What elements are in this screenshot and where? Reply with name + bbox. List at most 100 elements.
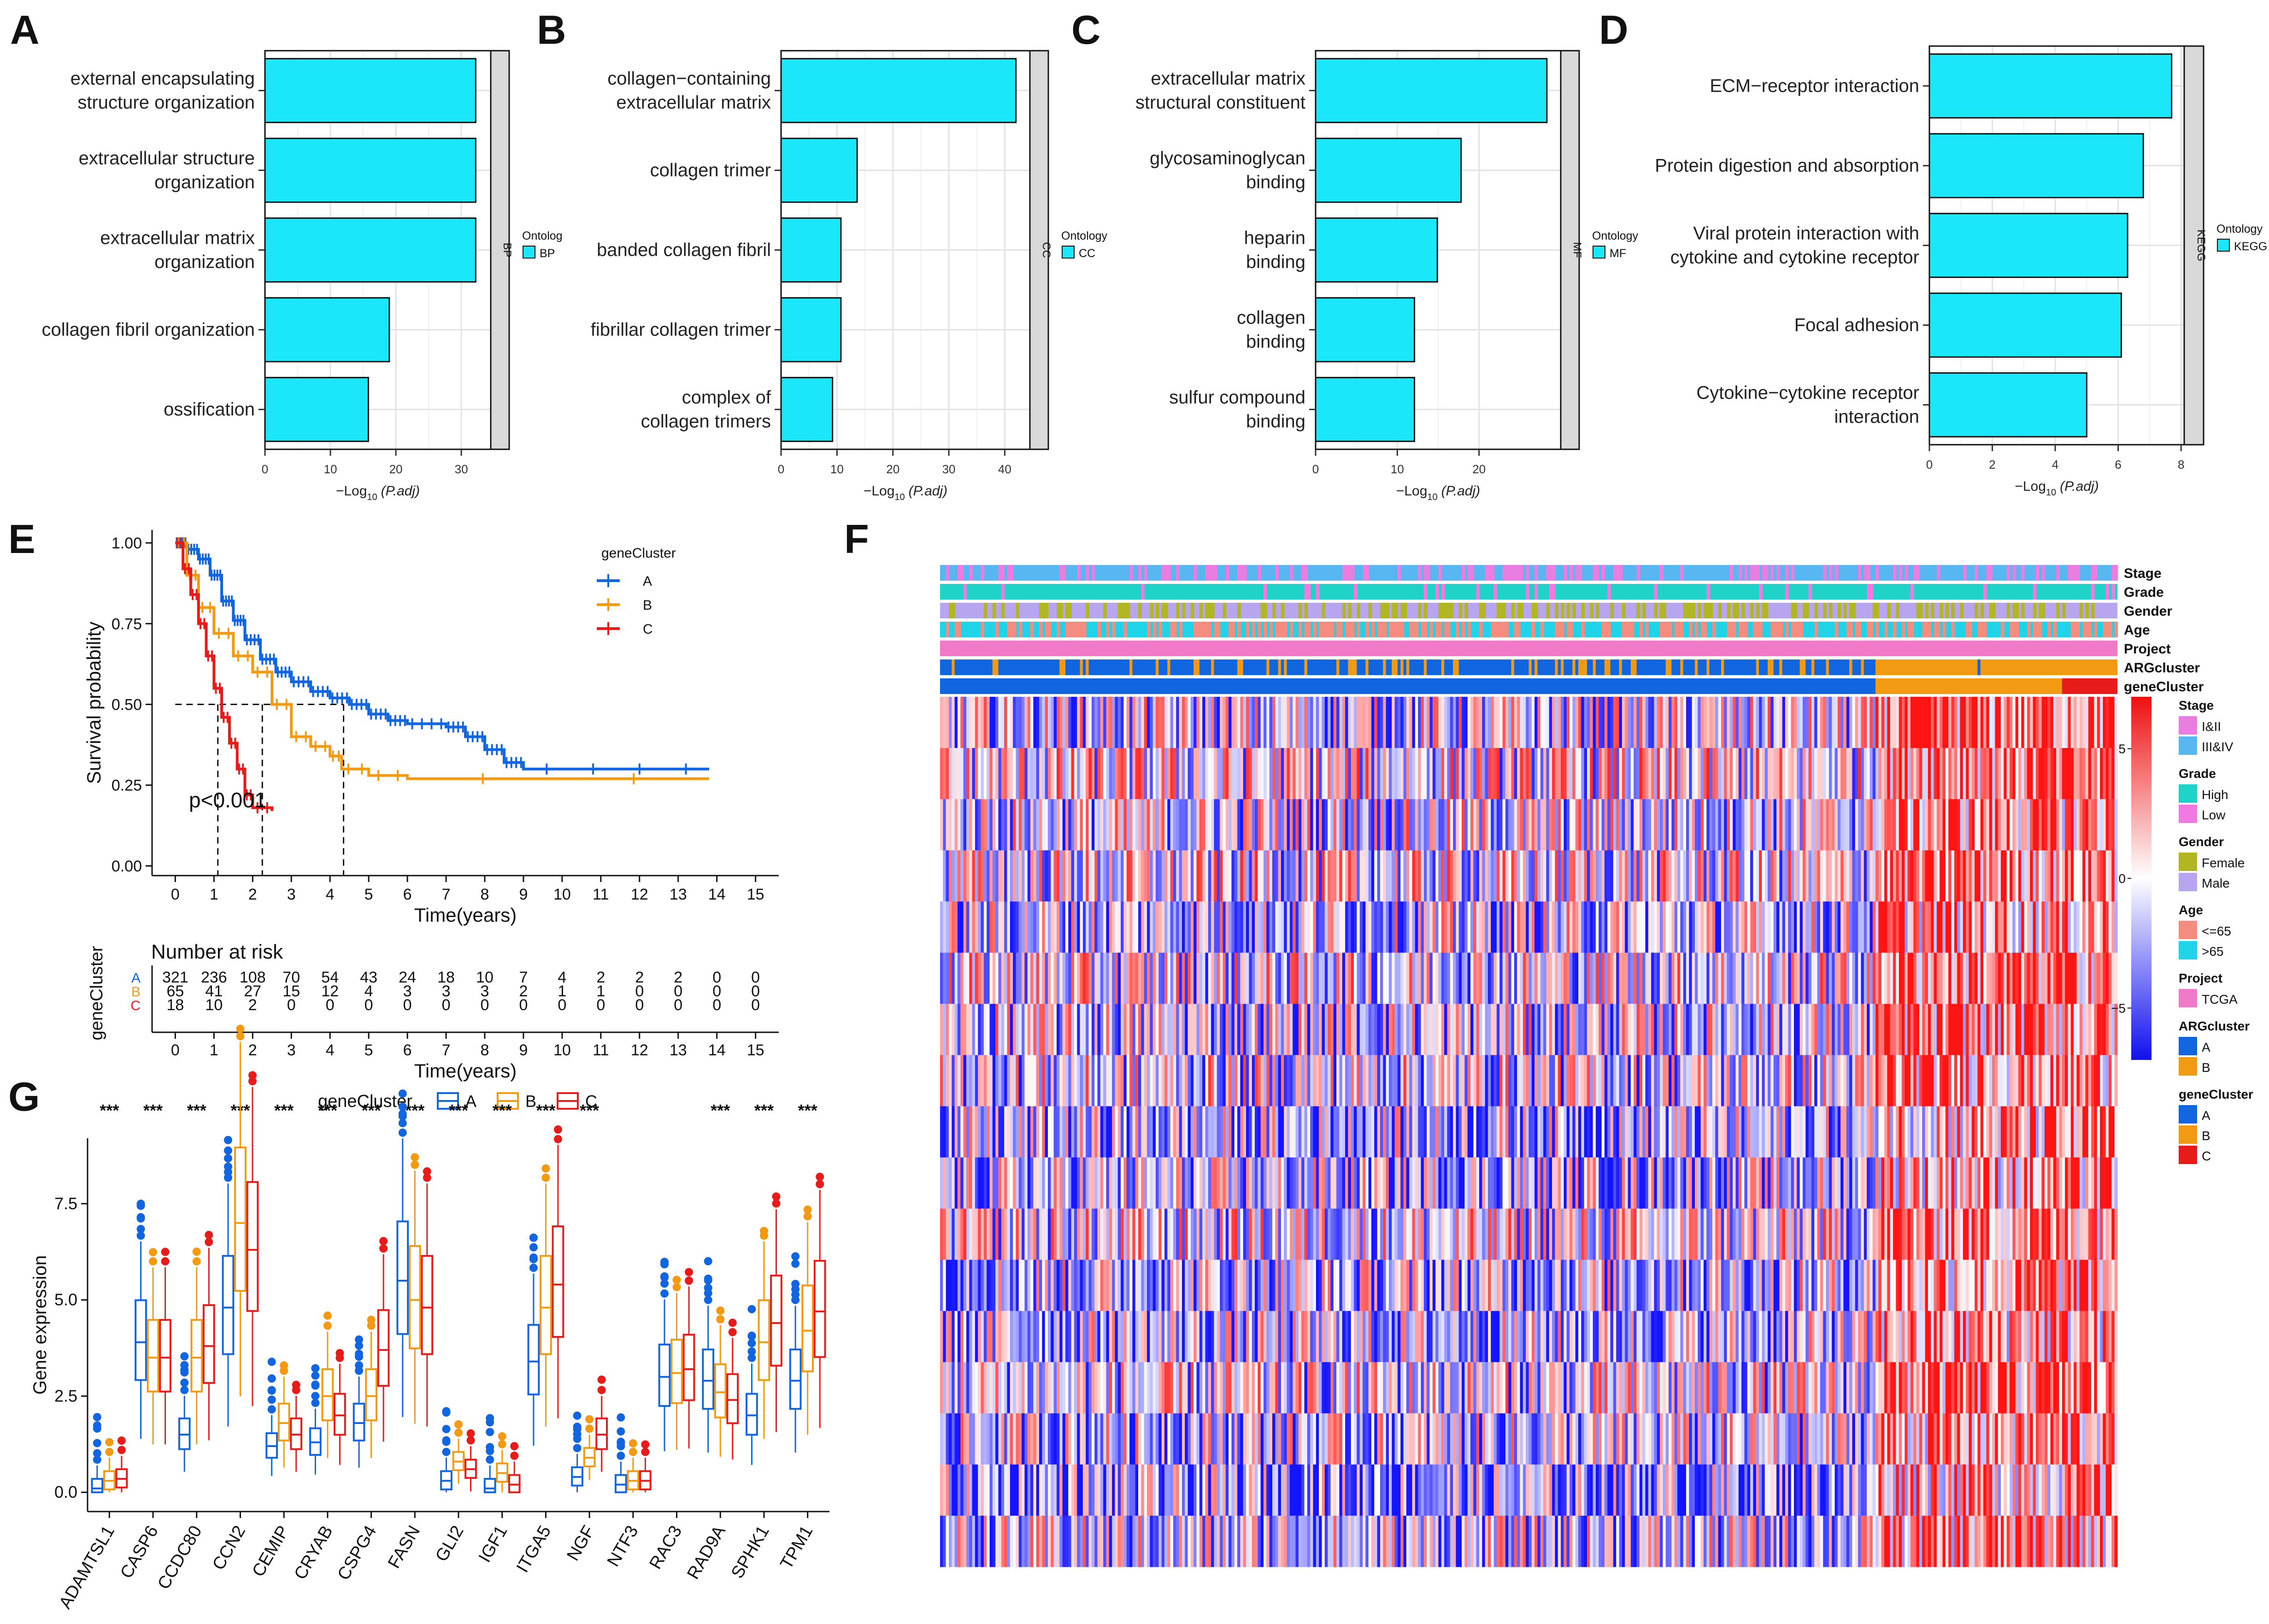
heatmap-cell — [1319, 799, 1323, 851]
heatmap-cell — [1590, 901, 1593, 953]
heatmap-cell — [1616, 1106, 1620, 1158]
heatmap-cell — [2091, 1004, 2094, 1055]
annotation-cell — [1828, 603, 1833, 618]
annotation-cell — [1849, 659, 1852, 675]
annotation-cell — [1595, 603, 1599, 618]
heatmap-cell — [1485, 748, 1488, 800]
heatmap-cell — [1421, 953, 1424, 1004]
annotation-cell — [1351, 622, 1355, 637]
heatmap-cell — [1316, 799, 1319, 851]
heatmap-cell — [1243, 1055, 1246, 1106]
heatmap-cell — [1196, 850, 1200, 902]
heatmap-cell — [1016, 953, 1019, 1004]
heatmap-cell — [1587, 953, 1590, 1004]
heatmap-cell — [1980, 748, 1984, 800]
y-tick-label: extracellular matrix — [100, 228, 255, 248]
heatmap-cell — [1887, 1004, 1891, 1055]
heatmap-cell — [2103, 953, 2106, 1004]
heatmap-cell — [1077, 697, 1081, 748]
heatmap-cell — [1526, 748, 1529, 800]
x-tick-label: 4 — [2052, 458, 2058, 471]
box-TPM1-B — [801, 1284, 814, 1372]
outlier-point — [454, 1428, 463, 1437]
heatmap-cell — [2062, 799, 2065, 851]
heatmap-cell — [1324, 697, 1328, 748]
heatmap-cell — [2070, 1004, 2074, 1055]
heatmap-cell — [1237, 1055, 1240, 1106]
heatmap-cell — [1814, 697, 1818, 748]
heatmap-cell — [1537, 1106, 1541, 1158]
heatmap-cell — [1936, 850, 1940, 902]
outlier-point — [716, 1315, 725, 1324]
annotation-label: Project — [2124, 641, 2171, 657]
heatmap-cell — [1351, 799, 1354, 851]
heatmap-cell — [1182, 1004, 1185, 1055]
risk-count: 3 — [481, 983, 489, 1000]
heatmap-cell — [2111, 748, 2115, 800]
heatmap-cell — [1540, 953, 1544, 1004]
heatmap-cell — [1802, 1055, 1806, 1106]
heatmap-cell — [1324, 1004, 1328, 1055]
heatmap-cell — [1852, 1055, 1856, 1106]
heatmap-cell — [1855, 850, 1858, 902]
heatmap-cell — [1834, 799, 1838, 851]
heatmap-cell — [1942, 953, 1946, 1004]
heatmap-cell — [1645, 850, 1649, 902]
heatmap-cell — [1724, 1055, 1728, 1106]
annotation-cell — [1435, 584, 1439, 600]
heatmap-cell — [1412, 697, 1416, 748]
heatmap-cell — [1832, 799, 1835, 851]
heatmap-cell — [1359, 1106, 1363, 1158]
heatmap-cell — [1496, 953, 1500, 1004]
annotation-cell — [1764, 565, 1769, 581]
annotation-cell — [1211, 565, 1215, 581]
x-axis-label-sub: 10 — [2046, 488, 2056, 498]
heatmap-cell — [966, 1004, 970, 1055]
heatmap-cell — [1138, 748, 1141, 800]
heatmap-cell — [1805, 901, 1809, 953]
heatmap-cell — [1773, 901, 1777, 953]
heatmap-cell — [1383, 1055, 1387, 1106]
annotation-cell — [1505, 565, 1509, 581]
heatmap-cell — [1487, 850, 1491, 902]
heatmap-cell — [1998, 748, 2001, 800]
heatmap-cell — [943, 901, 946, 953]
heatmap-cell — [2053, 799, 2057, 851]
heatmap-cell — [1071, 901, 1075, 953]
heatmap-cell — [2085, 850, 2089, 902]
heatmap-cell — [1645, 1106, 1649, 1158]
heatmap-cell — [2033, 901, 2036, 953]
heatmap-cell — [1817, 697, 1821, 748]
heatmap-cell — [1698, 748, 1701, 800]
heatmap-cell — [1132, 850, 1136, 902]
heatmap-cell — [2094, 901, 2098, 953]
heatmap-cell — [1493, 1055, 1497, 1106]
heatmap-cell — [1158, 1055, 1162, 1106]
heatmap-cell — [1418, 901, 1422, 953]
heatmap-cell — [1692, 697, 1695, 748]
heatmap-cell — [940, 697, 943, 748]
heatmap-cell — [1998, 953, 2001, 1004]
annotation-cell — [1080, 622, 1084, 637]
heatmap-cell — [1444, 850, 1448, 902]
heatmap-cell — [1534, 901, 1538, 953]
outlier-point — [267, 1386, 276, 1395]
heatmap-cell — [1511, 1106, 1515, 1158]
heatmap-cell — [1587, 901, 1590, 953]
annotation-cell — [1654, 603, 1658, 618]
heatmap-cell — [1214, 953, 1217, 1004]
risk-x-tick-label: 6 — [403, 1041, 412, 1059]
heatmap-cell — [1881, 850, 1885, 902]
heatmap-cell — [1811, 850, 1815, 902]
annotation-cell — [1068, 603, 1072, 618]
heatmap-cell — [1231, 953, 1235, 1004]
box-ITGA5-A — [527, 1324, 540, 1395]
heatmap-cell — [1823, 748, 1827, 800]
heatmap-cell — [1858, 1004, 1862, 1055]
heatmap-cell — [1278, 1004, 1281, 1055]
heatmap-cell — [1319, 1004, 1323, 1055]
heatmap-cell — [969, 1106, 973, 1158]
heatmap-cell — [1630, 901, 1634, 953]
annotation-cell — [1834, 565, 1839, 581]
